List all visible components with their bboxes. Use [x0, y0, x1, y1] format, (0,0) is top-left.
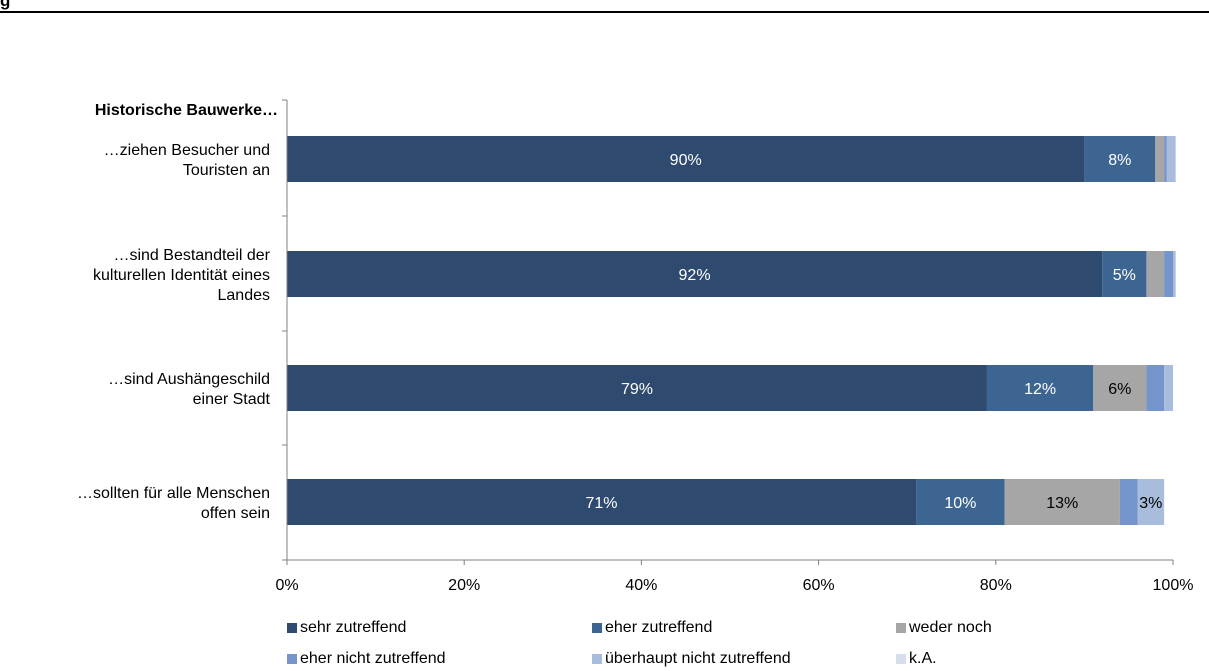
data-label: 8% — [1108, 152, 1131, 169]
bar-segment — [1119, 479, 1138, 525]
top-title-rule: g — [0, 0, 1209, 13]
legend-swatch — [592, 623, 602, 633]
bar-segment — [1137, 479, 1165, 525]
legend-item: eher zutreffend — [592, 617, 712, 639]
title-underline — [0, 11, 1209, 13]
legend-item: sehr zutreffend — [287, 617, 406, 639]
bar-segment — [1004, 479, 1120, 525]
bar-segment — [916, 479, 1005, 525]
data-label: 13% — [1046, 495, 1078, 512]
legend-swatch — [287, 654, 297, 664]
category-label: offen sein — [201, 505, 270, 522]
legend: sehr zutreffend eher zutreffend weder noch… — [287, 617, 1207, 669]
x-tick-label: 40% — [625, 577, 657, 594]
category-label: Landes — [218, 287, 271, 304]
x-tick-label: 20% — [448, 577, 480, 594]
legend-item: weder noch — [896, 617, 992, 639]
bar-segment — [1155, 136, 1165, 182]
data-label: 12% — [1024, 381, 1056, 398]
labels-group: 90% 8% 92% 5% 79% 12% 6% 71% 10% 13% 3% Historische… — [77, 102, 1162, 522]
data-label: 90% — [670, 152, 702, 169]
legend-swatch — [896, 654, 906, 664]
data-label: 5% — [1113, 267, 1136, 284]
x-tick-label: 60% — [803, 577, 835, 594]
bar-segment — [1166, 136, 1176, 182]
legend-label: sehr zutreffend — [300, 619, 407, 636]
bar-segment — [287, 365, 987, 411]
category-label: einer Stadt — [193, 391, 271, 408]
category-label: …ziehen Besucher und — [104, 142, 270, 159]
bar-segment — [1164, 251, 1173, 297]
category-label: kulturellen Identität eines — [93, 267, 270, 284]
category-label: …sind Aushängeschild — [108, 371, 270, 388]
x-tick-label: 100% — [1153, 577, 1194, 594]
bar-segment — [287, 136, 1085, 182]
data-label: 10% — [944, 495, 976, 512]
legend-swatch — [287, 623, 297, 633]
cut-off-title: g — [0, 0, 11, 10]
bar-segment — [1164, 136, 1167, 182]
bar-segment — [986, 365, 1094, 411]
bar-segment — [1173, 251, 1176, 297]
category-label: …sollten für alle Menschen — [77, 485, 270, 502]
legend-label: eher zutreffend — [605, 619, 713, 636]
data-label: 79% — [621, 381, 653, 398]
category-label: …sind Bestandteil der — [113, 247, 270, 264]
legend-label: weder noch — [909, 619, 992, 636]
bar-segment — [287, 251, 1103, 297]
legend-item: k.A. — [896, 648, 937, 670]
category-label: Touristen an — [183, 162, 270, 179]
data-label: 6% — [1108, 381, 1131, 398]
legend-swatch — [896, 623, 906, 633]
group-header: Historische Bauwerke… — [95, 102, 278, 119]
bar-segment — [1093, 365, 1147, 411]
axes-group: 0% 20% 40% 60% 80% 100% — [275, 99, 1194, 594]
legend-swatch — [592, 654, 602, 664]
legend-label: eher nicht zutreffend — [300, 650, 446, 667]
bar-segment — [1084, 136, 1156, 182]
legend-label: k.A. — [909, 650, 937, 667]
legend-item: eher nicht zutreffend — [287, 648, 446, 670]
x-tick-label: 80% — [980, 577, 1012, 594]
data-label: 71% — [586, 495, 618, 512]
bar-segment — [1102, 251, 1147, 297]
bars-group — [287, 136, 1176, 525]
x-tick-label: 0% — [275, 577, 298, 594]
bar-segment — [1164, 365, 1173, 411]
data-label: 3% — [1139, 495, 1162, 512]
bar-segment — [287, 479, 917, 525]
legend-label: überhaupt nicht zutreffend — [605, 650, 791, 667]
bar-segment — [1146, 251, 1165, 297]
bar-segment — [1146, 365, 1165, 411]
data-label: 92% — [679, 267, 711, 284]
legend-item: überhaupt nicht zutreffend — [592, 648, 791, 670]
